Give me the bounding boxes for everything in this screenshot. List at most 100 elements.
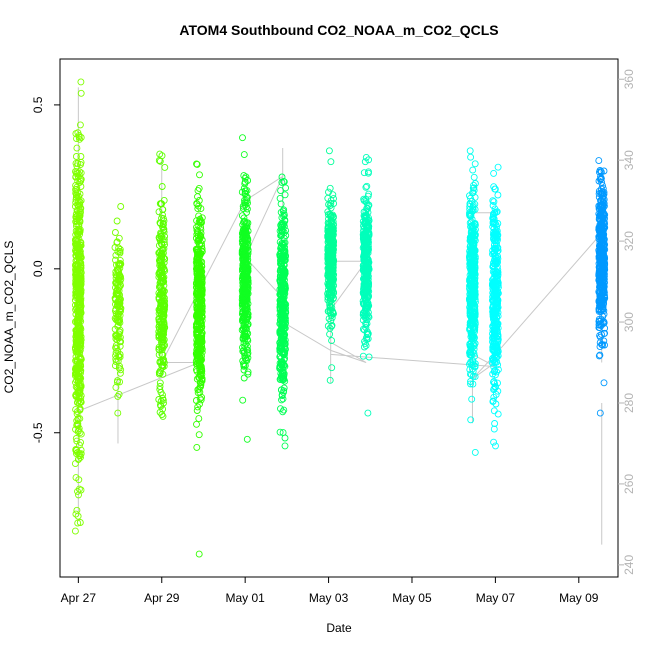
data-point — [278, 220, 286, 228]
data-point — [74, 197, 82, 205]
data-point — [469, 189, 476, 197]
data-point — [77, 309, 85, 317]
data-point — [72, 333, 80, 341]
data-point — [197, 396, 205, 404]
data-point — [365, 190, 373, 198]
data-point — [494, 277, 502, 285]
data-point — [362, 305, 369, 313]
data-point — [361, 339, 369, 347]
point-cluster — [71, 78, 85, 535]
data-point — [112, 251, 120, 259]
data-point — [159, 305, 167, 313]
axes: Apr 27 Apr 29 May 01 May 03 May 05 May 07 May … — [31, 69, 636, 605]
data-point — [467, 378, 474, 385]
data-point — [75, 311, 83, 319]
data-point — [159, 312, 166, 320]
data-point — [491, 185, 499, 193]
data-point — [325, 232, 333, 240]
data-point — [277, 260, 284, 268]
data-point — [281, 191, 289, 199]
data-point — [489, 301, 497, 309]
data-point — [76, 250, 84, 258]
data-point — [72, 435, 80, 442]
data-point — [156, 329, 164, 337]
data-point — [468, 319, 476, 327]
x-tick-label: May 01 — [225, 591, 265, 605]
data-point — [467, 267, 475, 275]
data-point — [494, 163, 502, 171]
data-point — [114, 289, 122, 297]
data-point — [239, 396, 247, 404]
data-point — [467, 153, 475, 161]
data-point — [194, 316, 202, 324]
data-point — [157, 232, 165, 240]
data-point — [193, 443, 201, 451]
data-point — [75, 296, 83, 304]
data-point — [112, 316, 120, 323]
data-point — [239, 316, 247, 324]
data-point — [597, 175, 605, 183]
data-points — [71, 78, 609, 558]
data-point — [193, 336, 201, 344]
data-point — [238, 212, 246, 220]
data-point — [326, 249, 334, 257]
data-point — [195, 306, 203, 314]
data-point — [158, 411, 166, 418]
data-point — [76, 284, 84, 292]
data-point — [278, 223, 286, 231]
data-point — [116, 353, 124, 361]
data-point — [595, 306, 603, 314]
data-point — [155, 370, 163, 378]
data-point — [72, 474, 80, 482]
data-point — [159, 316, 167, 324]
data-point — [77, 354, 84, 362]
data-point — [73, 162, 81, 170]
x-tick-label: May 03 — [309, 591, 349, 605]
data-point — [241, 283, 249, 291]
data-point — [466, 349, 473, 357]
data-point — [362, 183, 370, 191]
data-point — [194, 287, 202, 295]
data-point — [76, 198, 84, 206]
data-point — [198, 317, 206, 324]
point-cluster — [324, 147, 338, 384]
data-point — [328, 273, 336, 281]
data-point — [277, 244, 285, 252]
data-point — [278, 315, 286, 323]
data-point — [278, 386, 285, 394]
data-point — [327, 219, 335, 226]
point-cluster — [488, 163, 502, 450]
data-point — [360, 256, 368, 264]
data-point — [116, 378, 124, 386]
y2-tick-label: 320 — [622, 231, 636, 251]
data-point — [156, 268, 164, 276]
data-point — [469, 166, 477, 174]
data-point — [599, 341, 607, 349]
data-point — [365, 201, 373, 209]
data-point — [76, 121, 84, 129]
data-point — [468, 270, 476, 278]
data-point — [156, 235, 164, 243]
data-point — [493, 314, 501, 322]
y2-tick-label: 300 — [622, 312, 636, 332]
data-point — [598, 237, 606, 245]
data-point — [244, 310, 252, 318]
chart-title: ATOM4 Southbound CO2_NOAA_m_CO2_QCLS — [179, 22, 498, 38]
data-point — [114, 301, 122, 309]
data-point — [469, 203, 477, 211]
data-point — [194, 205, 202, 213]
data-point — [239, 300, 247, 308]
data-point — [466, 277, 474, 285]
data-point — [116, 316, 124, 324]
data-point — [470, 240, 478, 248]
data-point — [279, 366, 287, 374]
data-point — [492, 442, 499, 450]
data-point — [239, 240, 247, 248]
point-cluster — [595, 157, 609, 417]
data-point — [361, 314, 369, 322]
data-point — [72, 288, 80, 296]
data-point — [116, 333, 124, 341]
data-point — [240, 374, 248, 382]
data-point — [76, 346, 84, 354]
